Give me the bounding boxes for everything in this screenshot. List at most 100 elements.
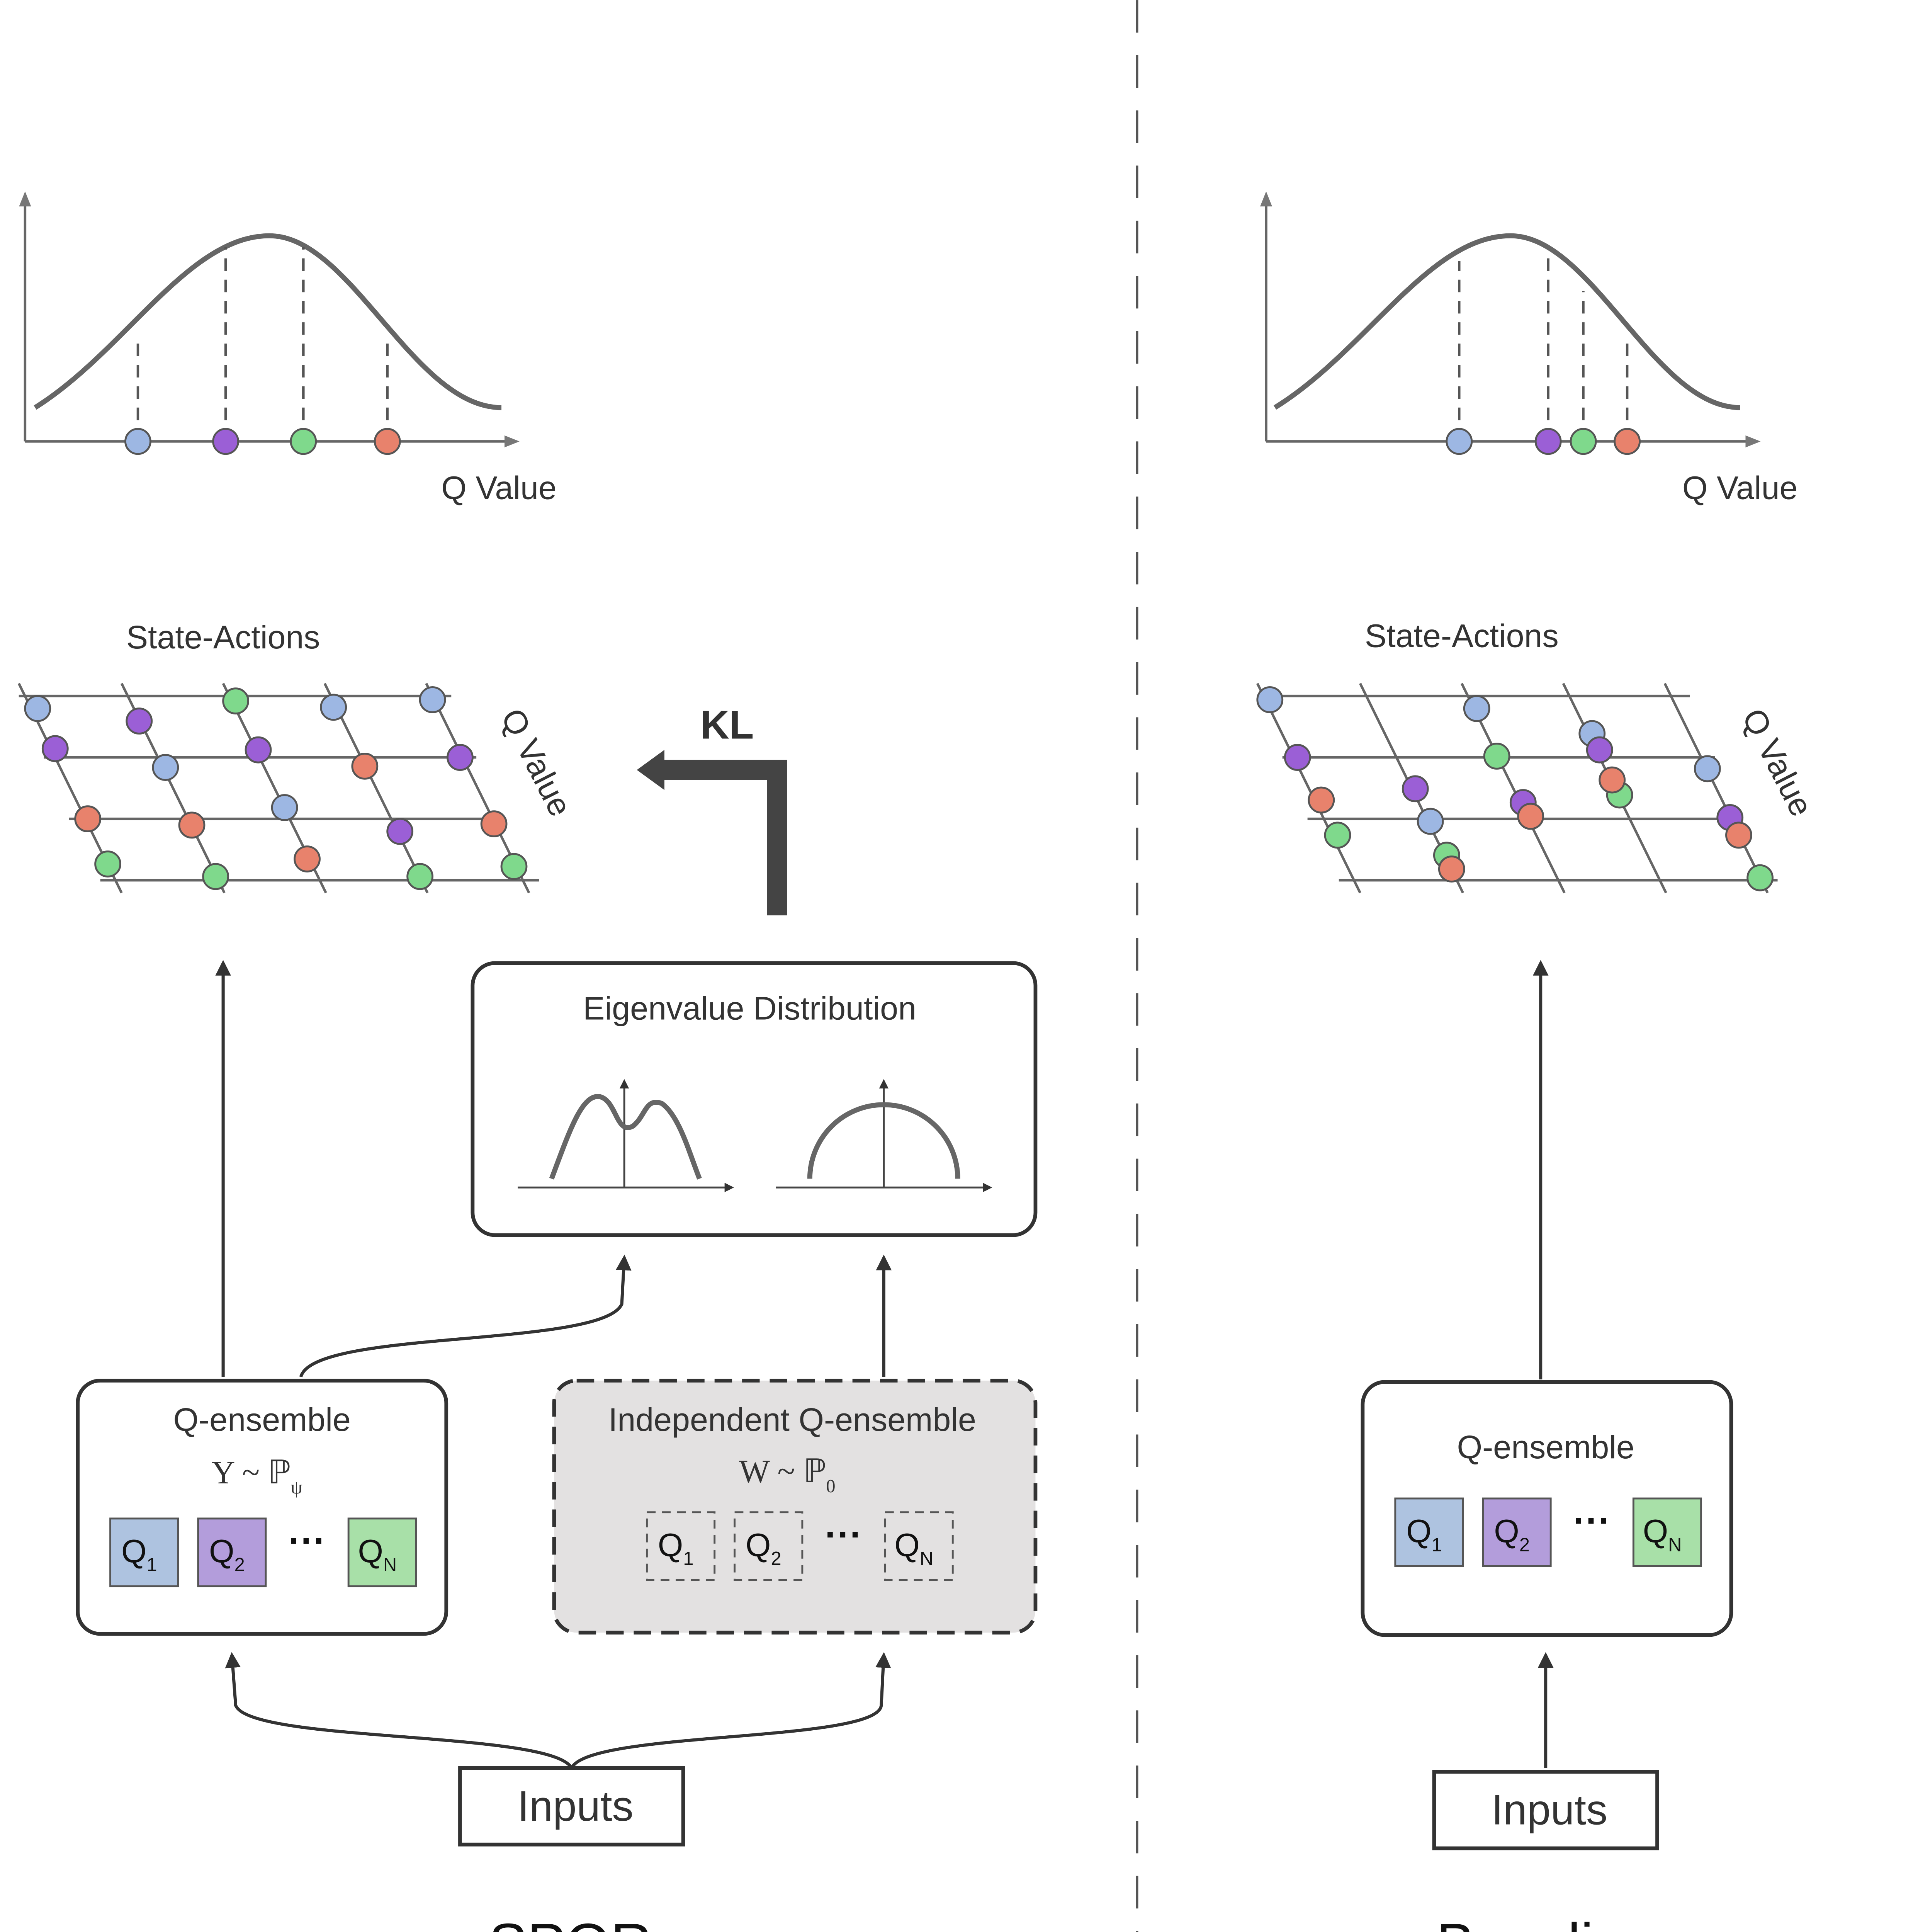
member-subscript: 2: [234, 1554, 245, 1575]
axis-label: Q Value: [1735, 703, 1820, 822]
member-label: Q2: [209, 1533, 245, 1576]
member-subscript: N: [920, 1548, 933, 1569]
member-box: [1482, 1497, 1552, 1567]
member-label: Q2: [1494, 1513, 1530, 1556]
member-box: [884, 1511, 954, 1581]
member-symbol: Q: [1643, 1513, 1668, 1549]
dot: [294, 845, 321, 872]
eigen-box: Eigenvalue Distribution: [471, 961, 1038, 1237]
dot: [1586, 736, 1613, 764]
dot: [1324, 821, 1351, 849]
dot: [202, 863, 229, 890]
member-subscript: N: [1668, 1534, 1682, 1555]
dot: [24, 695, 51, 722]
dot: [94, 850, 121, 878]
dot: [1725, 821, 1752, 849]
dot: [1614, 428, 1641, 455]
dot: [480, 810, 508, 838]
member-box: [734, 1511, 804, 1581]
dot: [126, 707, 153, 735]
members: Q1 Q2 QN··· Q1 Q2 QN··· Q1 Q2 QN···: [109, 1497, 1702, 1587]
dot: [406, 863, 433, 890]
dot: [1417, 808, 1444, 835]
grid-line: [1256, 683, 1361, 894]
member-symbol: Q: [121, 1533, 147, 1570]
dot: [1599, 766, 1626, 794]
kl-arrow: [662, 760, 787, 916]
panel-title: Baseline: [1436, 1912, 1658, 1932]
member-label: Q1: [1406, 1513, 1442, 1556]
grid-label: State-Actions: [1365, 618, 1559, 654]
axis-label: Q Value: [494, 703, 579, 822]
dot: [1570, 428, 1597, 455]
member-box: [1394, 1497, 1464, 1567]
member-symbol: Q: [658, 1527, 683, 1563]
member-label: QN: [894, 1527, 933, 1569]
inputs-box: [458, 1766, 685, 1847]
inputs-box: [1432, 1770, 1659, 1850]
member-subscript: 2: [771, 1548, 781, 1569]
dot: [245, 736, 272, 764]
member-subscript: 1: [1432, 1534, 1442, 1555]
dot: [1746, 864, 1774, 891]
dot: [500, 853, 528, 880]
member-label: Q2: [746, 1527, 781, 1569]
ensemble-box: [552, 1379, 1038, 1635]
formula: Υ ~ ℙψ: [212, 1455, 302, 1498]
grid-line: [1663, 683, 1769, 894]
formula: W ~ ℙ0: [739, 1454, 835, 1497]
dot: [320, 694, 347, 721]
inputs-label: Inputs: [1492, 1786, 1608, 1834]
dot: [1308, 786, 1335, 814]
member-box: [646, 1511, 716, 1581]
inputs-label: Inputs: [517, 1782, 634, 1830]
member-subscript: 2: [1519, 1534, 1530, 1555]
dot: [1463, 695, 1490, 722]
ellipsis: ···: [825, 1514, 862, 1556]
dot: [374, 428, 401, 455]
dot: [447, 744, 474, 771]
member-symbol: Q: [746, 1527, 771, 1563]
member-label: QN: [1643, 1513, 1682, 1556]
axis-label: Q Value: [441, 470, 557, 506]
kl-arrowhead: [637, 750, 664, 790]
dot: [386, 818, 414, 845]
ellipsis: ···: [288, 1520, 326, 1562]
dot: [1694, 755, 1721, 782]
dot: [1256, 686, 1284, 713]
dot: [124, 428, 151, 455]
dot: [1402, 775, 1429, 803]
dot: [419, 686, 446, 713]
member-label: Q1: [121, 1533, 157, 1576]
member-box: [197, 1517, 267, 1587]
member-symbol: Q: [894, 1527, 920, 1563]
member-symbol: Q: [209, 1533, 234, 1570]
dot: [178, 811, 206, 839]
member-symbol: Q: [1494, 1513, 1519, 1549]
member-subscript: 1: [683, 1548, 693, 1569]
panel-title: SPQR: [489, 1912, 652, 1932]
grids: [17, 428, 1778, 894]
member-box: [109, 1517, 179, 1587]
box-title: Q-ensemble: [173, 1401, 350, 1438]
member-subscript: N: [383, 1554, 397, 1575]
box-title: Q-ensemble: [1457, 1429, 1634, 1465]
member-label: QN: [358, 1533, 397, 1576]
dot: [351, 752, 379, 780]
dot: [212, 428, 240, 455]
dot: [1517, 803, 1544, 830]
grid-label: State-Actions: [126, 619, 320, 655]
arrows: [215, 960, 1554, 1769]
dot: [1438, 855, 1465, 883]
axis-label: Q Value: [1682, 470, 1798, 506]
member-box: [347, 1517, 417, 1587]
dot: [1483, 743, 1510, 770]
q-value-plot: Q Value: [19, 191, 557, 506]
q-value-plot: Q Value: [1260, 191, 1798, 506]
member-subscript: 1: [146, 1554, 157, 1575]
dot: [152, 754, 179, 781]
member-symbol: Q: [358, 1533, 383, 1570]
dot: [1446, 428, 1473, 455]
box-title: Eigenvalue Distribution: [583, 990, 916, 1026]
